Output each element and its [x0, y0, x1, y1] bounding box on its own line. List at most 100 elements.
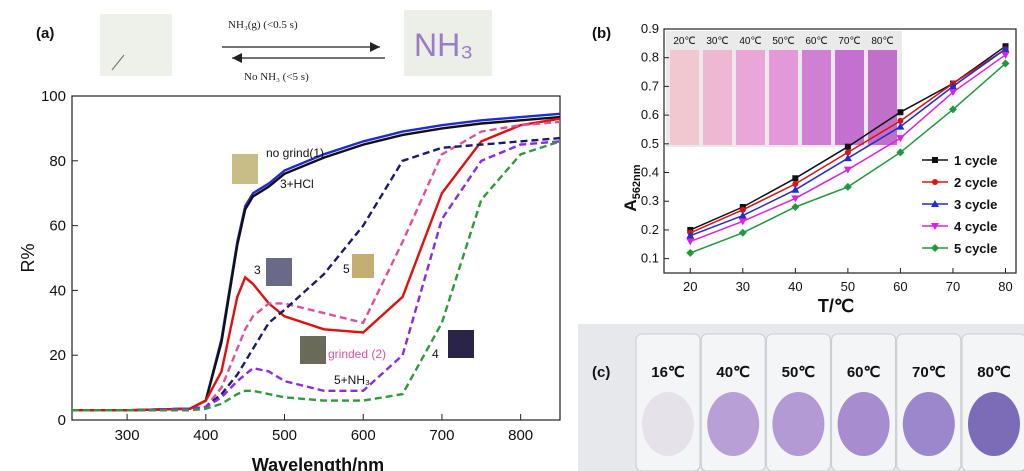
b-point-4-cycle — [686, 238, 695, 246]
a-ytick-label: 20 — [49, 347, 66, 364]
legend-label: 2 cycle — [954, 175, 997, 190]
b-ytick-label: 0.8 — [641, 50, 659, 65]
panel-b-xlabel: T/℃ — [818, 296, 854, 316]
inset-vial-label: 30℃ — [706, 36, 728, 47]
vial-temp-label: 16℃ — [651, 364, 685, 381]
a-ytick-label: 40 — [49, 282, 66, 299]
b-point-1-cycle — [844, 143, 851, 150]
sample-1-photo — [232, 154, 258, 184]
vial-temp-label: 80℃ — [977, 364, 1011, 381]
panel-b-ticks: 20 30 40 50 60 70 80 0.1 0.2 0.3 0.4 0.5 0.6 0.7 0.8 0.… — [641, 21, 1013, 294]
panel-b-label: (b) — [592, 25, 611, 42]
inset-vial — [868, 50, 897, 145]
b-ytick-label: 0.2 — [641, 222, 659, 237]
legend-marker — [931, 200, 939, 207]
inset-vial-label: 20℃ — [673, 36, 695, 47]
b-ytick-label: 0.9 — [641, 21, 659, 36]
sample-3-photo — [266, 258, 292, 286]
b-point-3-cycle — [686, 231, 695, 239]
b-point-2-cycle — [844, 149, 851, 156]
annotation-4: 4 — [432, 347, 439, 361]
inset-vial-label: 40℃ — [739, 36, 761, 47]
annotation-5: 5 — [343, 262, 350, 276]
panel-a-xlabel: Wavelength/nm — [252, 455, 384, 471]
b-point-4-cycle — [896, 135, 905, 143]
a-series-3 — [72, 117, 561, 412]
b-point-1-cycle — [897, 109, 904, 116]
panel-a-axes — [71, 95, 561, 421]
a-series-grinded-2 — [72, 120, 561, 412]
a-xtick-label: 700 — [429, 427, 454, 444]
inset-vial — [769, 50, 798, 145]
reaction-backward-label: No NH₃ (<5 s) — [244, 71, 309, 83]
vial-solution — [707, 392, 760, 456]
a-series-5 — [72, 136, 561, 412]
b-point-3-cycle — [843, 154, 852, 162]
b-xtick-label: 40 — [788, 279, 802, 294]
a-ytick-label: 60 — [49, 218, 66, 235]
a-series-4 — [72, 140, 561, 412]
inset-vial — [670, 50, 699, 145]
b-point-5-cycle — [1001, 59, 1010, 68]
legend-label: 3 cycle — [954, 197, 997, 212]
b-xtick-label: 60 — [893, 279, 907, 294]
b-ytick-label: 0.6 — [641, 107, 659, 122]
b-xtick-label: 80 — [998, 279, 1012, 294]
a-series-5-nh — [72, 140, 561, 412]
b-point-4-cycle — [948, 89, 957, 97]
b-point-5-cycle — [896, 148, 905, 157]
nh3-paper-text: NH₃ — [414, 27, 473, 63]
legend-marker — [932, 179, 938, 185]
vial-temp-label: 70℃ — [912, 364, 946, 381]
b-ytick-label: 0.5 — [641, 136, 659, 151]
b-ytick-label: 0.4 — [641, 165, 659, 180]
vial-solution — [642, 392, 694, 456]
forward-arrowhead — [370, 42, 380, 52]
b-point-4-cycle — [1001, 51, 1010, 59]
vial-temp-label: 60℃ — [847, 364, 881, 381]
b-point-2-cycle — [897, 117, 904, 124]
panel-a-plot-frame — [71, 95, 561, 421]
b-ytick-label: 0.3 — [641, 193, 659, 208]
b-point-4-cycle — [738, 218, 747, 226]
panel-b-inset-photo: 20℃ 30℃ 40℃ 50℃ 60℃ 70℃ 80℃ — [666, 31, 902, 147]
b-xtick-label: 50 — [841, 279, 855, 294]
inset-vial-label: 60℃ — [805, 36, 827, 47]
panel-a-label: (a) — [36, 25, 54, 42]
a-series-3-hcl — [72, 115, 561, 412]
b-xtick-label: 70 — [946, 279, 960, 294]
panel-b-plot-frame — [663, 28, 1017, 274]
panel-a-ticks: 300 400 500 600 700 800 0 20 40 60 80 100 — [41, 88, 533, 444]
b-point-5-cycle — [686, 248, 695, 257]
vial-temp-label: 50℃ — [782, 364, 816, 381]
b-xtick-label: 30 — [736, 279, 750, 294]
panel-b-ylabel: A562nm — [621, 164, 643, 211]
panel-b-series — [686, 43, 1010, 257]
a-xtick-label: 500 — [272, 427, 297, 444]
inset-vial-label: 80℃ — [871, 36, 893, 47]
b-point-2-cycle — [739, 206, 746, 213]
panel-a-ylabel: R% — [18, 243, 38, 272]
a-ytick-label: 0 — [58, 412, 66, 429]
a-xtick-label: 300 — [115, 427, 140, 444]
legend-label: 5 cycle — [954, 241, 997, 256]
a-xtick-label: 600 — [351, 427, 376, 444]
legend-marker — [931, 223, 939, 230]
legend-marker — [931, 244, 939, 252]
b-ytick-label: 0.7 — [641, 78, 659, 93]
annotation-3: 3 — [254, 263, 261, 277]
inset-vial-label: 50℃ — [772, 36, 794, 47]
legend-label: 1 cycle — [954, 153, 997, 168]
photo-blank-paper — [100, 14, 172, 76]
annotation-grinded: grinded (2) — [328, 347, 386, 361]
b-point-5-cycle — [843, 182, 852, 191]
b-point-3-cycle — [948, 82, 957, 90]
b-xtick-label: 20 — [683, 279, 697, 294]
b-point-5-cycle — [948, 105, 957, 114]
vial-solution — [968, 392, 1020, 456]
panel-c: (c) 16℃ 40℃ 50℃ 60℃ 70℃ 80℃ — [578, 324, 1024, 471]
inset-vial — [736, 50, 765, 145]
a-ytick-label: 100 — [41, 88, 66, 105]
b-point-3-cycle — [896, 122, 905, 130]
panel-c-label: (c) — [592, 364, 610, 381]
